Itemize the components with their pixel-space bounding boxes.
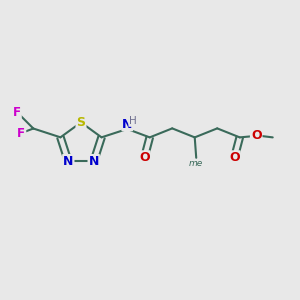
Text: S: S xyxy=(76,116,85,129)
Text: N: N xyxy=(88,155,99,168)
Text: N: N xyxy=(63,155,74,168)
Text: F: F xyxy=(17,127,26,140)
Text: H: H xyxy=(129,116,136,127)
Text: O: O xyxy=(139,151,150,164)
Text: F: F xyxy=(13,106,21,118)
Text: O: O xyxy=(229,151,240,164)
Text: me: me xyxy=(189,159,203,168)
Text: O: O xyxy=(251,129,262,142)
Text: N: N xyxy=(122,118,132,131)
